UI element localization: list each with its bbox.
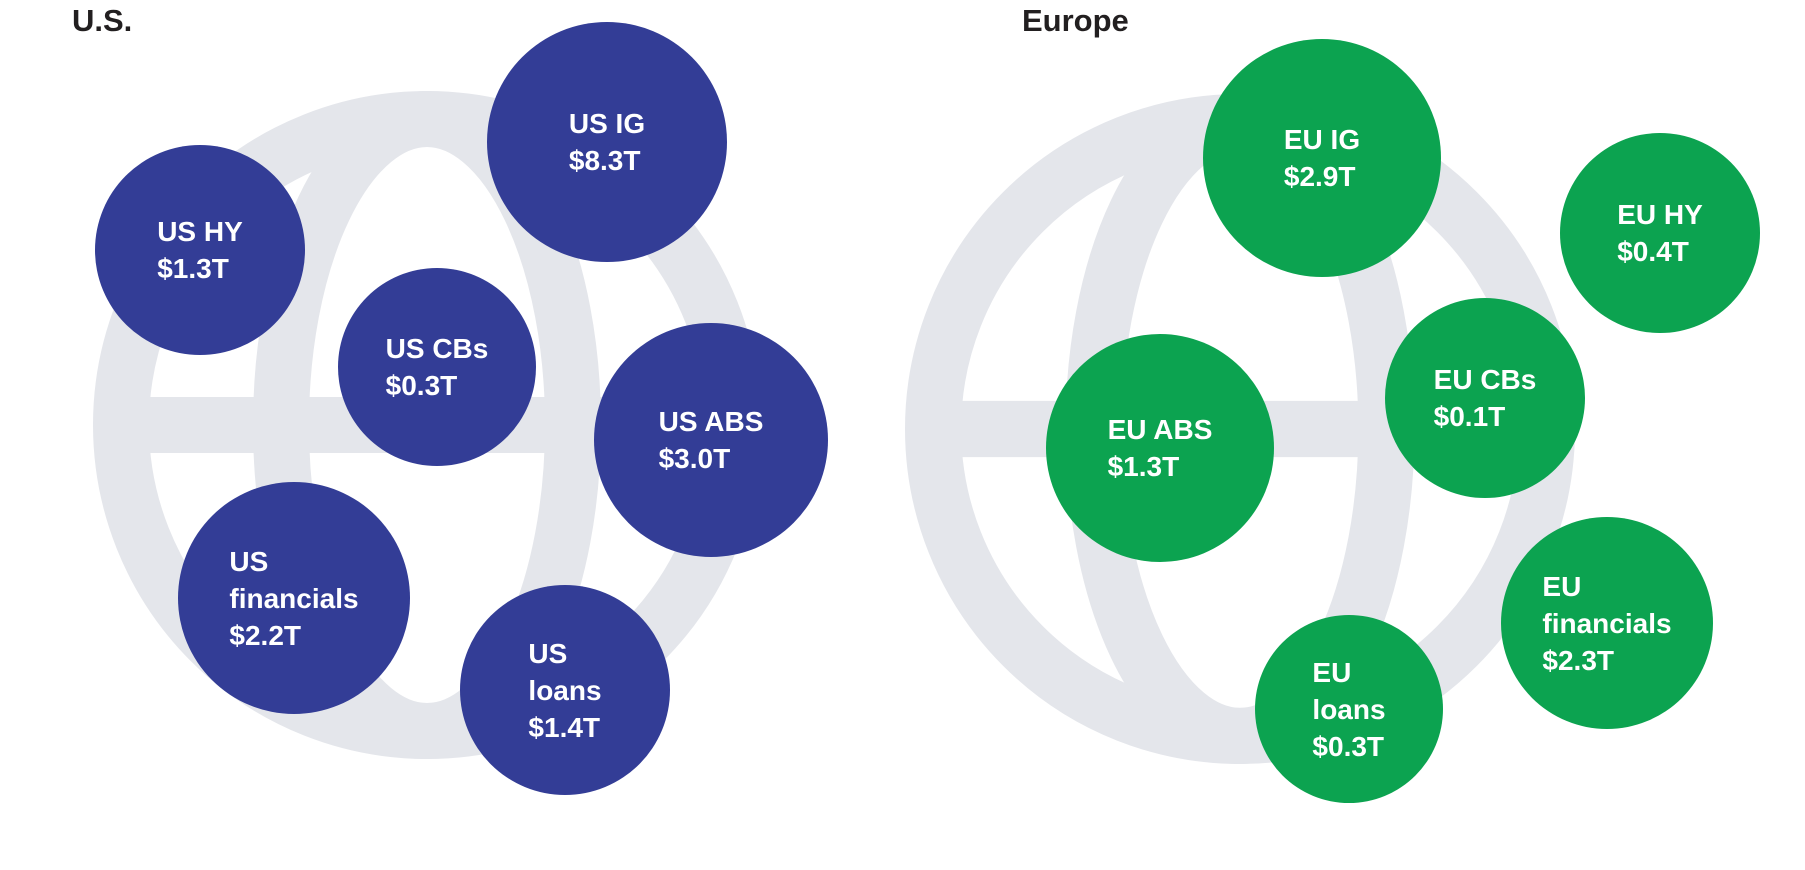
bubble-eu-abs: EU ABS $1.3T	[1046, 334, 1274, 562]
bubble-name: EU IG	[1283, 124, 1361, 155]
bubble-label: EU CBs $0.1T	[1434, 361, 1537, 435]
bubble-name: US HY	[157, 216, 243, 247]
bubble-value: $3.0T	[658, 443, 731, 474]
europe-panel: Europe EU IG $2.9T EU HY $0.4T	[812, 0, 1805, 870]
bubble-value: $0.4T	[1617, 236, 1689, 267]
bubble-value: $1.4T	[528, 711, 601, 743]
bubble-label: US ABS $3.0T	[659, 403, 764, 477]
bubble-value: $2.3T	[1542, 644, 1615, 676]
bubble-label: EU ABS $1.3T	[1108, 411, 1213, 485]
bubble-value: $0.3T	[385, 370, 458, 401]
bubble-us-loans: US loans $1.4T	[460, 585, 670, 795]
us-panel-title: U.S.	[72, 3, 133, 38]
bubble-us-hy: US HY $1.3T	[95, 145, 305, 355]
bubble-name: EU HY	[1617, 199, 1703, 230]
bubble-label: EU IG $2.9T	[1284, 121, 1360, 195]
bubble-name: EU	[1312, 656, 1352, 688]
bubble-name: US	[229, 545, 269, 577]
bubble-label: US loans $1.4T	[528, 635, 601, 746]
bubble-value: $8.3T	[568, 145, 641, 176]
bubble-us-financials: US financials $2.2T	[178, 482, 410, 714]
bubble-eu-cbs: EU CBs $0.1T	[1385, 298, 1585, 498]
bubble-name: EU CBs	[1433, 364, 1537, 395]
bubble-label: EU loans $0.3T	[1312, 654, 1385, 765]
bubble-value: $0.3T	[1312, 730, 1385, 762]
bubble-label: US CBs $0.3T	[386, 330, 489, 404]
bubble-value: $0.1T	[1433, 401, 1506, 432]
bubble-eu-loans: EU loans $0.3T	[1255, 615, 1443, 803]
bubble-us-ig: US IG $8.3T	[487, 22, 727, 262]
bubble-eu-ig: EU IG $2.9T	[1203, 39, 1441, 277]
bubble-name: EU ABS	[1107, 414, 1213, 445]
bubble-value: $2.2T	[229, 619, 302, 651]
bubble-name: US IG	[568, 108, 646, 139]
bubble-us-abs: US ABS $3.0T	[594, 323, 828, 557]
bubble-eu-financials: EU financials $2.3T	[1501, 517, 1713, 729]
bubble-name: US ABS	[658, 406, 764, 437]
bubble-name: loans	[528, 674, 602, 706]
bubble-label: US IG $8.3T	[569, 105, 645, 179]
bubble-name: EU	[1542, 570, 1582, 602]
europe-panel-title: Europe	[1022, 3, 1129, 38]
bubble-name: financials	[229, 582, 359, 614]
bubble-value: $1.3T	[157, 253, 229, 284]
bubble-label: US financials $2.2T	[229, 543, 358, 654]
bubble-us-cbs: US CBs $0.3T	[338, 268, 536, 466]
bubble-name: loans	[1312, 693, 1386, 725]
bubble-eu-hy: EU HY $0.4T	[1560, 133, 1760, 333]
bubble-label: EU financials $2.3T	[1542, 568, 1671, 679]
bubble-label: EU HY $0.4T	[1617, 196, 1703, 270]
bubble-value: $1.3T	[1107, 451, 1180, 482]
us-panel: U.S. US HY $1.3T US IG $8.3T	[0, 0, 828, 870]
bubble-name: financials	[1542, 607, 1672, 639]
bubble-name: US	[528, 637, 568, 669]
bubble-label: US HY $1.3T	[157, 213, 243, 287]
bubble-name: US CBs	[385, 333, 489, 364]
bubble-value: $2.9T	[1283, 161, 1356, 192]
